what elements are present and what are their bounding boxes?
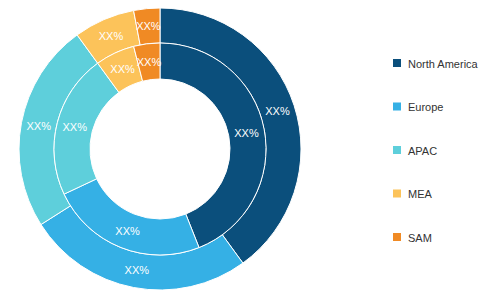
data-label: XX% <box>99 30 124 42</box>
data-label: XX% <box>136 20 161 32</box>
data-label: XX% <box>125 264 150 276</box>
slice <box>64 179 199 255</box>
data-label: XX% <box>137 56 162 68</box>
data-label: XX% <box>265 105 290 117</box>
slice <box>134 8 160 45</box>
slice <box>54 63 119 194</box>
data-label: XX% <box>115 225 140 237</box>
data-label: XX% <box>26 120 51 132</box>
data-label: XX% <box>63 121 88 133</box>
legend-label: APAC <box>408 145 437 157</box>
legend-swatch <box>393 103 401 111</box>
legend-label: North America <box>408 58 479 70</box>
legend-label: SAM <box>408 232 432 244</box>
legend-swatch <box>393 59 401 67</box>
legend-label: Europe <box>408 101 443 113</box>
legend: North America Europe APAC MEA SAM <box>393 58 479 244</box>
data-label: XX% <box>110 63 135 75</box>
slices <box>19 8 301 290</box>
legend-swatch <box>393 233 401 241</box>
data-label: XX% <box>234 127 259 139</box>
legend-label: MEA <box>408 188 433 200</box>
legend-swatch <box>393 190 401 198</box>
data-labels: XX%XX%XX%XX%XX%XX%XX%XX%XX%XX% <box>26 20 289 276</box>
chart: XX%XX%XX%XX%XX%XX%XX%XX%XX%XX%North Amer… <box>0 0 499 296</box>
legend-swatch <box>393 146 401 154</box>
